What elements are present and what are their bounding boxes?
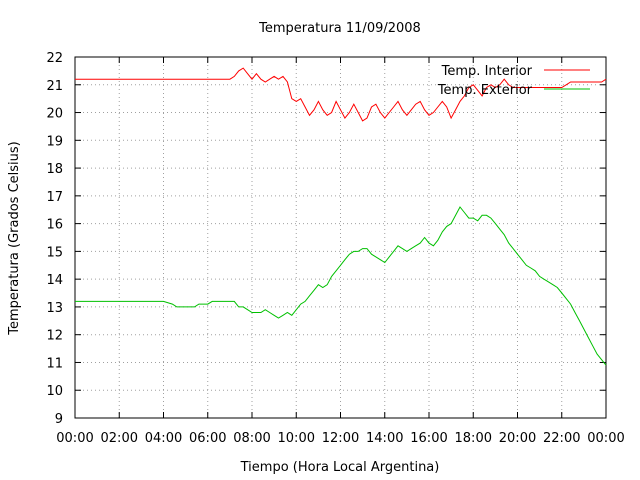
series-line-exterior [75,206,607,366]
y-tick-label: 16 [46,218,63,233]
y-tick-label: 21 [46,79,63,94]
y-tick-label: 11 [46,356,63,371]
legend-label: Temp. Interior [441,64,533,79]
y-tick-label: 20 [46,107,63,122]
x-tick-label: 00:00 [56,431,93,446]
grid-layer [75,57,606,418]
x-tick-label: 20:00 [499,431,536,446]
x-tick-label: 18:00 [455,431,492,446]
series-line-interior [75,67,607,122]
x-tick-label: 16:00 [410,431,447,446]
x-tick-label: 00:00 [587,431,624,446]
x-tick-label: 06:00 [189,431,226,446]
x-tick-label: 02:00 [101,431,138,446]
y-tick-label: 12 [46,329,63,344]
ticks-layer: 00:00 02:00 04:00 06:00 08:00 10:00 12:00 14:00… [46,51,624,446]
y-tick-label: 10 [46,384,63,399]
x-tick-label: 14:00 [366,431,403,446]
y-axis-label: Temperatura (Grados Celsius) [7,141,22,335]
x-axis-label: Tiempo (Hora Local Argentina) [240,460,440,475]
y-tick-label: 19 [46,134,63,149]
series-layer [75,67,607,366]
chart-title: Temperatura 11/09/2008 [258,21,421,36]
x-tick-label: 10:00 [278,431,315,446]
x-tick-label: 08:00 [233,431,270,446]
legend-label: Temp. Exterior [437,83,533,98]
y-tick-label: 13 [46,301,63,316]
y-tick-label: 22 [46,51,63,66]
y-tick-label: 9 [55,412,63,427]
legend: Temp. Interior Temp. Exterior [437,64,590,98]
y-tick-label: 17 [46,190,63,205]
y-tick-label: 18 [46,162,63,177]
y-tick-label: 14 [46,273,63,288]
y-tick-label: 15 [46,245,63,260]
x-tick-label: 12:00 [322,431,359,446]
x-tick-label: 04:00 [145,431,182,446]
x-tick-label: 22:00 [543,431,580,446]
